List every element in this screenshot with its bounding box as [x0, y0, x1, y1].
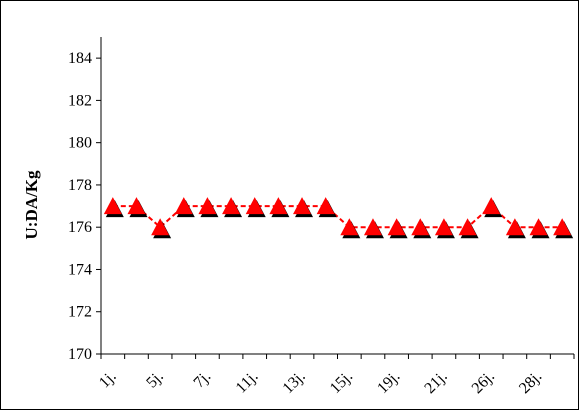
y-tick-label: 180: [68, 135, 92, 152]
y-tick-label: 184: [68, 50, 92, 67]
x-tick-label: 5j.: [143, 368, 167, 392]
y-axis-title: U:DA/Kg: [22, 170, 41, 239]
y-tick-label: 178: [68, 177, 92, 194]
y-tick-label: 174: [68, 261, 92, 278]
data-point: [104, 197, 122, 214]
x-tick-label: 11j.: [233, 368, 262, 397]
y-tick-label: 172: [68, 304, 92, 321]
x-tick-label: 7j.: [191, 368, 215, 392]
data-point: [175, 197, 193, 214]
y-tick-label: 182: [68, 92, 92, 109]
x-tick-label: 21j.: [421, 368, 450, 397]
x-tick-label: 19j.: [374, 368, 403, 397]
data-point: [482, 197, 500, 214]
data-point: [317, 197, 335, 214]
x-tick-label: 13j.: [280, 368, 309, 397]
y-tick-label: 176: [68, 219, 92, 236]
x-tick-label: 1j.: [96, 368, 120, 392]
y-tick-label: 170: [68, 346, 92, 363]
x-tick-label: 28j.: [516, 368, 545, 397]
y-ticks: 170 172 174 176 178 180 182 184: [68, 50, 101, 363]
x-tick-label: 15j.: [327, 368, 356, 397]
x-ticks: 1j. 5j. 7j. 11j. 13j. 15j. 19j. 21j. 26j. 28j.: [96, 354, 574, 397]
x-tick-label: 26j.: [469, 368, 498, 397]
